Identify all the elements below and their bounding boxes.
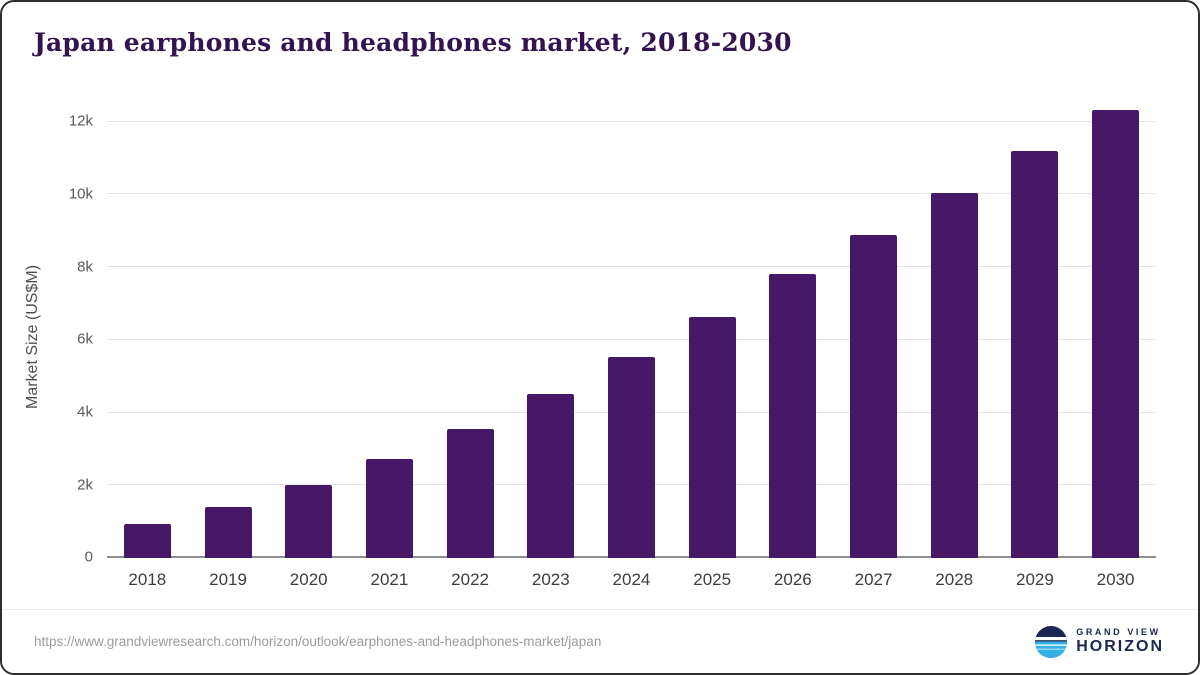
y-tick-label: 6k — [77, 330, 93, 348]
bar-column: 2028 — [930, 107, 978, 589]
bar-column: 2026 — [769, 107, 817, 589]
bar-column: 2019 — [204, 107, 252, 589]
y-tick-label: 10k — [68, 185, 93, 203]
x-tick-label: 2023 — [531, 570, 570, 589]
bar-column: 2024 — [607, 107, 655, 589]
logo-text: GRAND VIEW HORIZON — [1076, 627, 1164, 656]
bar-2025 — [688, 316, 736, 558]
bar-2021 — [365, 459, 413, 558]
y-tick-label: 8k — [77, 258, 93, 276]
bar-2026 — [769, 274, 817, 558]
bar-2019 — [204, 507, 252, 558]
bar-2023 — [527, 393, 575, 558]
gridline: 10k — [69, 185, 1156, 202]
bar-2018 — [123, 524, 171, 558]
x-tick-label: 2024 — [612, 570, 651, 589]
bars: 2018 2019 2020 2021 2022 2023 2024 2025 2026 2027… — [107, 107, 1156, 589]
x-tick-label: 2029 — [1015, 570, 1054, 589]
bar-column: 2029 — [1011, 107, 1059, 589]
chart-title: Japan earphones and headphones market, 2… — [34, 28, 792, 57]
bar-2022 — [446, 428, 494, 558]
horizon-logo-icon — [1035, 625, 1068, 658]
x-tick-label: 2021 — [370, 570, 409, 589]
bar-2028 — [930, 193, 978, 558]
x-tick-label: 2022 — [451, 570, 489, 589]
plot-area: 2018 2019 2020 2021 2022 2023 2024 2025 2026 2027… — [69, 107, 1156, 589]
logo-text-horizon: HORIZON — [1076, 638, 1164, 655]
x-tick-label: 2018 — [128, 570, 167, 589]
bar-column: 2027 — [850, 107, 898, 589]
gridline: 8k — [77, 258, 1156, 275]
bar-column: 2023 — [527, 107, 575, 589]
gridline: 12k — [69, 113, 1156, 130]
y-tick-label: 0 — [84, 548, 93, 566]
bar-column: 2020 — [285, 107, 333, 589]
gridline: 6k — [77, 331, 1156, 348]
x-tick-label: 2026 — [773, 570, 812, 589]
bar-2020 — [285, 485, 333, 558]
y-tick-label: 4k — [77, 403, 93, 421]
bar-column: 2021 — [365, 107, 413, 589]
x-tick-label: 2020 — [289, 570, 328, 589]
bar-column: 2018 — [123, 107, 171, 589]
source-url: https://www.grandviewresearch.com/horizo… — [34, 634, 602, 649]
bar-column: 2025 — [688, 107, 736, 589]
footer: https://www.grandviewresearch.com/horizo… — [2, 609, 1198, 673]
y-tick-label: 2k — [77, 476, 93, 494]
grand-view-horizon-logo: GRAND VIEW HORIZON — [1035, 625, 1164, 658]
x-tick-label: 2030 — [1096, 570, 1135, 589]
bar-2029 — [1011, 151, 1059, 558]
x-tick-label: 2027 — [854, 570, 893, 589]
y-axis-title: Market Size (US$M) — [24, 264, 41, 410]
x-tick-label: 2019 — [209, 570, 247, 589]
bar-2027 — [850, 234, 898, 558]
x-tick-label: 2028 — [935, 570, 974, 589]
bar-2030 — [1092, 109, 1140, 558]
bar-column: 2022 — [446, 107, 494, 589]
y-tick-label: 12k — [68, 112, 93, 130]
x-tick-label: 2025 — [693, 570, 732, 589]
bar-2024 — [607, 356, 655, 558]
bar-column: 2030 — [1092, 107, 1140, 589]
logo-text-grand-view: GRAND VIEW — [1076, 627, 1161, 637]
